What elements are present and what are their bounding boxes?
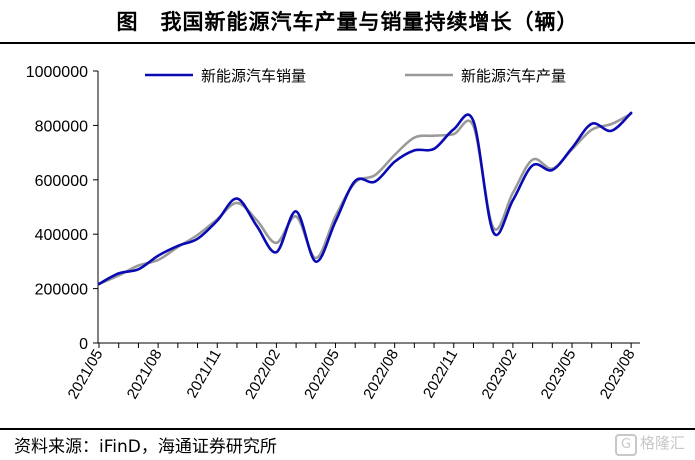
line-chart: 0 200000 400000 600000 800000 1000000 2021/05… bbox=[26, 64, 640, 402]
y-tick-label: 0 bbox=[79, 336, 88, 353]
y-tick-label: 1000000 bbox=[26, 64, 88, 81]
legend-item-production-label: 新能源汽车产量 bbox=[461, 68, 566, 85]
watermark-text: 格隆汇 bbox=[639, 434, 685, 452]
axes bbox=[97, 71, 640, 344]
legend: 新能源汽车销量 新能源汽车产量 bbox=[145, 68, 566, 85]
x-tick-label: 2023/02 bbox=[479, 347, 521, 402]
sales-series-line bbox=[97, 111, 633, 286]
title-rule bbox=[0, 42, 695, 44]
x-tick-label: 2021/05 bbox=[65, 347, 107, 402]
watermark-logo-icon: G bbox=[614, 434, 637, 456]
source-note: 资料来源：iFinD，海通证券研究所 bbox=[14, 437, 277, 457]
x-tick-label: 2023/08 bbox=[597, 347, 639, 402]
x-tick-label: 2022/08 bbox=[360, 347, 402, 402]
x-tick-label: 2023/05 bbox=[538, 347, 580, 402]
x-tick-label: 2022/11 bbox=[420, 347, 461, 401]
chart-title: 图 我国新能源汽车产量与销量持续增长（辆） bbox=[116, 9, 579, 34]
y-axis-ticks: 0 200000 400000 600000 800000 1000000 bbox=[26, 64, 98, 353]
x-axis-ticks: 2021/05 2021/08 2021/11 2022/02 2022/05 2022/… bbox=[65, 343, 639, 402]
series-lines bbox=[97, 111, 633, 286]
x-tick-label: 2021/11 bbox=[183, 347, 224, 401]
x-tick-label: 2022/02 bbox=[242, 347, 284, 402]
production-series-line bbox=[97, 112, 633, 286]
y-tick-label: 200000 bbox=[35, 282, 88, 299]
legend-item-sales-label: 新能源汽车销量 bbox=[201, 68, 306, 85]
y-tick-label: 800000 bbox=[35, 118, 88, 135]
x-tick-label: 2021/08 bbox=[124, 347, 166, 402]
title-bar: 图 我国新能源汽车产量与销量持续增长（辆） bbox=[0, 0, 695, 40]
source-rule bbox=[0, 428, 695, 430]
x-tick-label: 2022/05 bbox=[301, 347, 343, 402]
watermark: G 格隆汇 bbox=[614, 432, 685, 456]
y-tick-label: 400000 bbox=[35, 227, 88, 244]
y-tick-label: 600000 bbox=[35, 173, 88, 190]
